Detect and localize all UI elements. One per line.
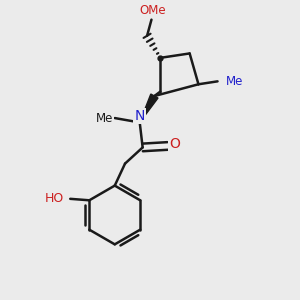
Text: HO: HO — [45, 192, 64, 205]
Text: OMe: OMe — [140, 4, 166, 17]
Text: Me: Me — [96, 112, 113, 124]
Polygon shape — [140, 94, 158, 122]
Text: O: O — [169, 137, 180, 152]
Text: N: N — [134, 109, 145, 123]
Text: Me: Me — [226, 75, 243, 88]
